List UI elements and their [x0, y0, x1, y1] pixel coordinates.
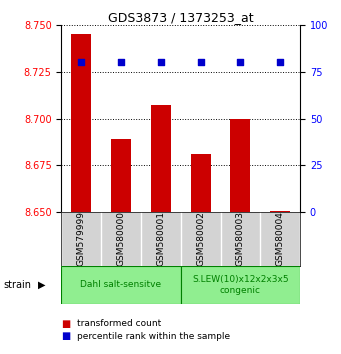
- Text: GSM580002: GSM580002: [196, 211, 205, 267]
- Bar: [270, 211, 290, 212]
- Bar: [111, 139, 131, 212]
- Point: [158, 59, 164, 65]
- Text: ■: ■: [61, 319, 71, 329]
- Bar: [71, 34, 91, 212]
- Point: [238, 59, 243, 65]
- Text: S.LEW(10)x12x2x3x5
congenic: S.LEW(10)x12x2x3x5 congenic: [192, 275, 289, 295]
- Title: GDS3873 / 1373253_at: GDS3873 / 1373253_at: [108, 11, 254, 24]
- Text: percentile rank within the sample: percentile rank within the sample: [77, 332, 230, 341]
- Text: GSM580001: GSM580001: [156, 211, 165, 267]
- Text: strain: strain: [3, 280, 31, 290]
- Bar: [61, 266, 181, 304]
- Text: ■: ■: [61, 331, 71, 341]
- Text: Dahl salt-sensitve: Dahl salt-sensitve: [80, 280, 162, 290]
- Text: GSM579999: GSM579999: [77, 211, 86, 267]
- Point: [78, 59, 84, 65]
- Point: [118, 59, 124, 65]
- Text: GSM580000: GSM580000: [117, 211, 125, 267]
- Text: transformed count: transformed count: [77, 319, 161, 329]
- Bar: [181, 266, 300, 304]
- Bar: [231, 119, 250, 212]
- Point: [278, 59, 283, 65]
- Text: GSM580003: GSM580003: [236, 211, 245, 267]
- Text: ▶: ▶: [38, 280, 45, 290]
- Point: [198, 59, 203, 65]
- Bar: [191, 154, 210, 212]
- Text: GSM580004: GSM580004: [276, 211, 285, 267]
- Bar: [151, 105, 171, 212]
